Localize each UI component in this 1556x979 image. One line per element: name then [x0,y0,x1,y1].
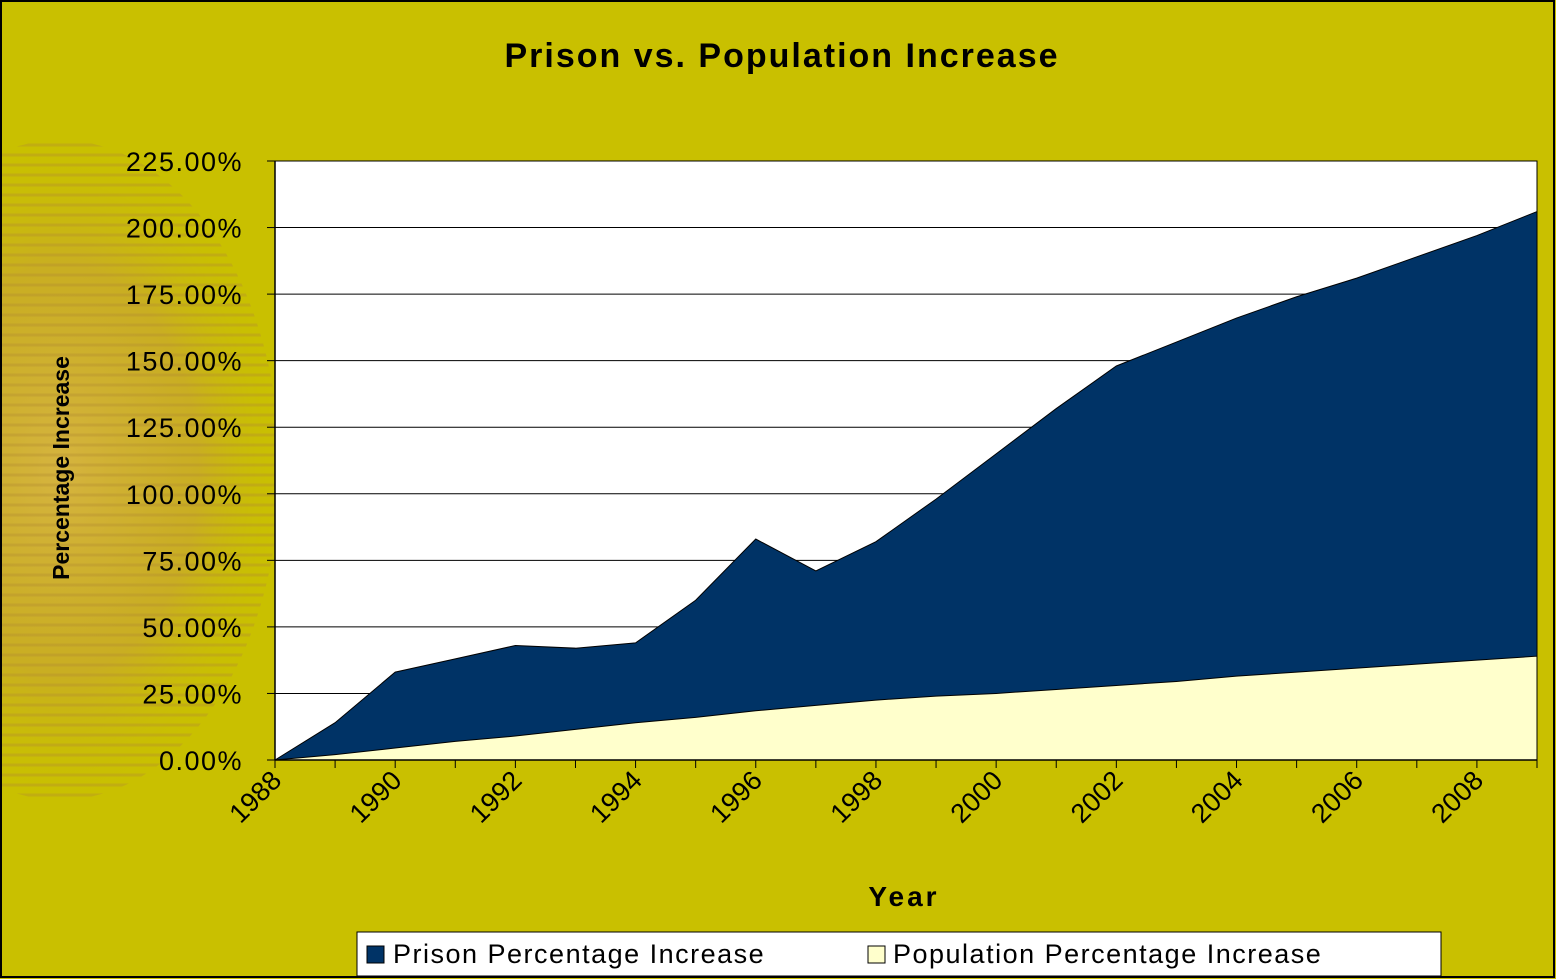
legend: Prison Percentage Increase Population Pe… [356,931,1442,977]
area-series-prison [273,210,1538,761]
y-tick-label: 200.00% [126,214,243,244]
y-tick-label: 50.00% [142,613,243,643]
legend-label-prison: Prison Percentage Increase [393,939,765,969]
series-areas [273,210,1538,761]
coin-decoration [0,130,290,810]
y-tick-label: 150.00% [126,347,243,377]
y-tick-label: 225.00% [126,147,243,177]
axes [274,161,1538,768]
x-axis-label: Year [868,881,939,912]
legend-swatch-population [867,945,886,964]
y-tick-label: 175.00% [126,280,243,310]
y-tick-labels: 0.00% 25.00% 50.00% 75.00% 100.00% 125.00% 150… [126,147,243,776]
legend-label-population: Population Percentage Increase [893,939,1322,969]
chart-title: Prison vs. Population Increase [504,37,1059,75]
y-tick-label: 0.00% [159,746,243,776]
legend-swatch-prison [366,945,385,964]
area-series-population [274,655,1538,761]
y-axis-label: Percentage Increase [48,356,74,580]
y-tick-label: 125.00% [126,413,243,443]
y-tick-label: 25.00% [142,679,243,709]
y-tick-label: 100.00% [126,480,243,510]
y-tick-label: 75.00% [142,546,243,576]
legend-box [356,931,1442,977]
